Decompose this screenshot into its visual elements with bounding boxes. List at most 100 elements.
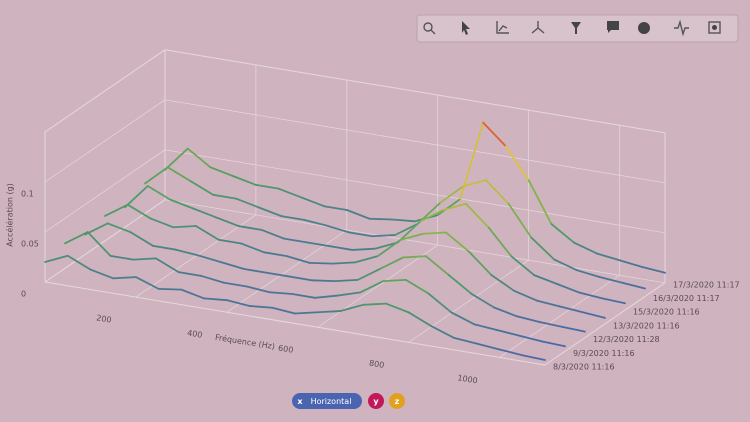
spectrum-segment <box>362 302 387 306</box>
grid-line <box>164 149 666 234</box>
spectrum-segment <box>641 266 666 274</box>
z-tick-label: 0.05 <box>21 240 39 249</box>
spectrum-segment <box>382 278 407 283</box>
spectrum-segment <box>285 255 311 264</box>
axes-button[interactable] <box>496 21 509 34</box>
spectrum-segment <box>405 278 430 295</box>
spectrum-segment <box>354 255 379 264</box>
spectrum-segment <box>166 166 192 182</box>
spectrum-segment <box>379 256 405 270</box>
spectrum-segment <box>305 241 331 248</box>
x-tick-label: 800 <box>368 359 385 370</box>
spectrum-segment <box>538 321 564 328</box>
spectrum-segment <box>255 183 280 190</box>
spectrum-segment <box>439 185 465 204</box>
signal-button[interactable] <box>674 19 689 37</box>
x-tick-label: 200 <box>96 313 113 324</box>
spectrum-segment <box>376 239 402 258</box>
series <box>64 231 566 348</box>
grid-line <box>44 199 166 283</box>
spectrum-segment <box>351 247 376 251</box>
spectrum-segment <box>399 232 425 241</box>
legend-item[interactable]: y <box>368 393 384 409</box>
spectrum-segment <box>334 278 359 283</box>
spectrum-segment <box>402 255 427 259</box>
series-label: 8/3/2020 11:16 <box>553 363 615 372</box>
select-button[interactable] <box>462 21 470 35</box>
spectrum-segment <box>581 311 606 319</box>
grid-line <box>408 259 529 343</box>
spectrum-segment <box>419 209 445 223</box>
spectrum-segment <box>553 258 578 272</box>
spectrum-segment <box>152 245 177 251</box>
legend-item[interactable]: z <box>389 393 405 409</box>
spectrum-segment <box>268 291 294 295</box>
spectrum-segment <box>303 219 328 227</box>
legend-item[interactable]: x Horizontal <box>292 393 362 409</box>
spectrum-segment <box>109 254 135 261</box>
spectrum-segment <box>112 276 137 280</box>
spectrum-segment <box>220 261 245 270</box>
spectrum-segment <box>294 311 319 315</box>
x-tick-label: 600 <box>277 344 294 355</box>
spectrum-segment <box>180 288 205 300</box>
grid-line <box>44 149 166 233</box>
spectrum-segment <box>578 291 604 300</box>
spectrum-segment <box>467 250 493 276</box>
export-button[interactable] <box>708 21 721 34</box>
spectrum-segment <box>561 325 586 333</box>
grid-line <box>164 199 666 284</box>
spectrum-segment <box>237 225 263 231</box>
spectrum-segment <box>86 231 112 257</box>
spectrum-segment <box>558 305 584 314</box>
spectrum-segment <box>132 257 157 261</box>
series-label: 16/3/2020 11:17 <box>653 294 720 303</box>
z-tick-label: 0 <box>21 290 26 299</box>
zoom-button[interactable] <box>423 22 436 35</box>
spectrum-segment <box>172 225 197 229</box>
grid-line <box>226 229 348 313</box>
spectrum-segment <box>550 223 575 244</box>
spectrum-segment <box>291 293 316 299</box>
series-label: 17/3/2020 11:17 <box>673 280 740 289</box>
spectrum-segment <box>314 294 339 299</box>
spectrum-segment <box>359 280 385 294</box>
axis-box <box>44 49 166 133</box>
spectrum-segment <box>192 207 217 219</box>
spectrum-segment <box>407 311 433 328</box>
series-label: 13/3/2020 11:16 <box>613 321 680 330</box>
spectrum-segment <box>521 354 546 361</box>
palette-button[interactable] <box>638 22 650 34</box>
spectrum-segment <box>311 279 336 283</box>
series <box>104 203 606 319</box>
spectrum-segment <box>485 179 510 205</box>
spectrum-segment <box>64 231 89 245</box>
spectrum-segment <box>169 198 195 210</box>
spectrum-segment <box>462 179 487 188</box>
spectrum-segment <box>598 276 624 284</box>
spectrum-segment <box>498 348 524 357</box>
spectrum-segment <box>144 166 169 185</box>
spectrum-segment <box>518 334 544 343</box>
spectrum-segment <box>595 252 621 262</box>
spectrum-segment <box>277 187 303 199</box>
annotate-button[interactable] <box>607 21 619 33</box>
spectrum-segment <box>427 292 453 314</box>
spectrum-segment <box>212 193 237 200</box>
spectrum-segment <box>336 291 362 297</box>
filter-button[interactable] <box>571 22 581 34</box>
spectrum-segment <box>453 337 478 345</box>
spectrum-segment <box>189 180 215 196</box>
legend-pill <box>292 393 362 409</box>
spectrum-segment <box>475 342 501 351</box>
spectrum-segment <box>621 281 646 290</box>
spectrum-segment <box>200 275 225 284</box>
x-tick-label: 1000 <box>457 373 479 385</box>
spectrum-segment <box>391 218 416 223</box>
orbit-button[interactable] <box>531 21 545 34</box>
spectrum-segment <box>385 302 410 314</box>
spectrum-segment <box>618 259 644 268</box>
spectrum-segment <box>555 282 581 294</box>
spectrum-segment <box>195 225 220 241</box>
spectrum-segment <box>157 287 183 291</box>
